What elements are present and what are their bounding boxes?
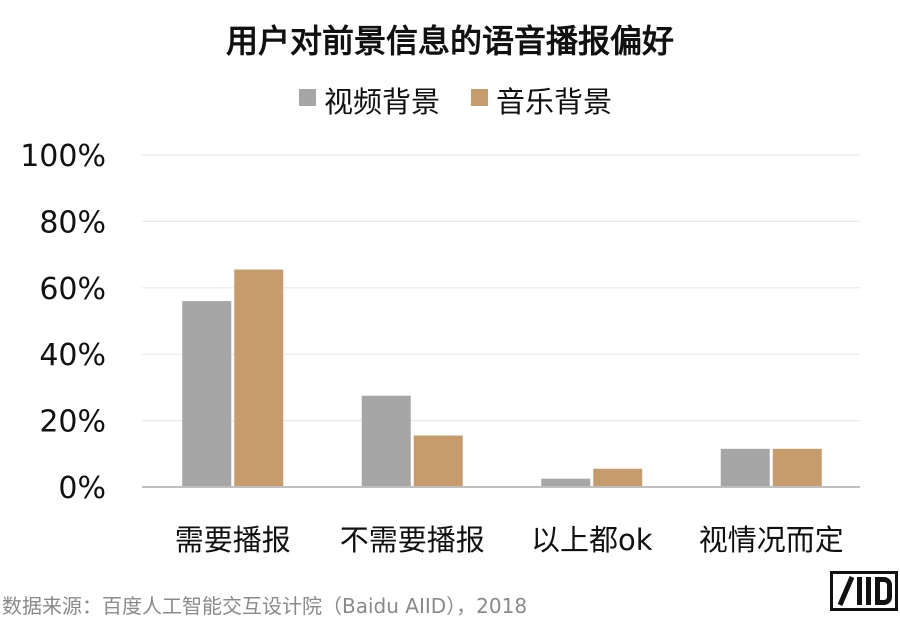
bar-music (772, 448, 822, 487)
bar-music (413, 435, 463, 487)
x-category-label: 不需要播报 (340, 523, 485, 557)
x-category-label: 需要播报 (175, 523, 291, 557)
legend-swatch-music (471, 89, 488, 106)
bar-video (720, 448, 770, 487)
bar-music (593, 468, 643, 487)
chart-title: 用户对前景信息的语音播报偏好 (226, 22, 674, 60)
bar-video (361, 395, 411, 487)
bar-video (541, 478, 591, 487)
x-axis-categories: 需要播报 不需要播报 以上都ok 视情况而定 (175, 523, 844, 557)
y-axis-ticks: 0% 20% 40% 60% 80% 100% (20, 139, 106, 506)
legend-label-music: 音乐背景 (496, 85, 612, 119)
legend-label-video: 视频背景 (324, 85, 440, 119)
y-tick-label: 20% (39, 405, 106, 440)
x-category-label: 视情况而定 (699, 523, 844, 557)
y-tick-label: 0% (58, 471, 106, 506)
y-tick-label: 80% (39, 205, 106, 240)
aiid-logo (830, 571, 898, 611)
bar-music (234, 269, 284, 487)
source-note: 数据来源：百度人工智能交互设计院（Baidu AIID），2018 (2, 594, 528, 618)
legend: 视频背景 音乐背景 (299, 85, 612, 119)
legend-swatch-video (299, 89, 316, 106)
y-tick-label: 60% (39, 272, 106, 307)
bar-video (182, 301, 232, 487)
x-category-label: 以上都ok (531, 523, 653, 557)
y-tick-label: 100% (20, 139, 106, 174)
bars (182, 269, 822, 487)
y-tick-label: 40% (39, 338, 106, 373)
